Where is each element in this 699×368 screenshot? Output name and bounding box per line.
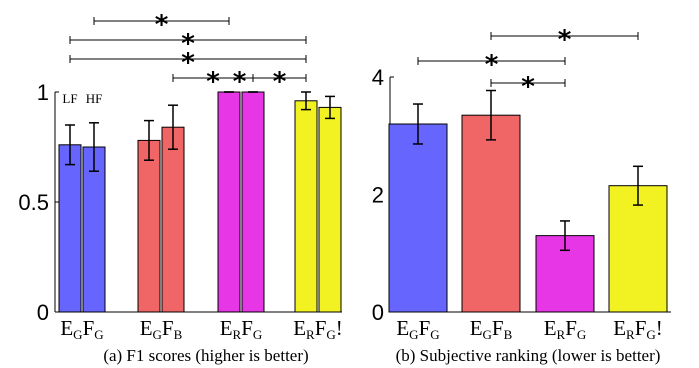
panel-b-category-label-main2: F	[635, 316, 647, 340]
panel-a-bar-label-hf: HF	[86, 91, 103, 106]
panel-a-error-bar	[89, 122, 99, 172]
panel-a-error-bar	[301, 91, 311, 111]
panel-a-category-label-main1: E	[60, 316, 73, 340]
panel-a-bar	[217, 91, 241, 313]
panel-a-ytick-label: 0	[37, 300, 49, 325]
panel-a-bar	[294, 100, 318, 313]
panel-a-error-bar	[325, 95, 335, 120]
panel-b-error-bar	[486, 89, 496, 141]
panel-b-category-label: EGFB	[470, 316, 513, 342]
panel-a-significance-bracket-star: *	[181, 48, 195, 78]
panel-b-bar	[388, 123, 448, 313]
panel-b-ytick-label: 0	[372, 300, 384, 325]
panel-a-significance-bracket-star: *	[155, 10, 169, 40]
panel-a-category-label-main2: F	[241, 316, 253, 340]
panel-a-ytick-label: 1	[37, 80, 49, 105]
panel-b-category-label: ERFG!	[613, 316, 663, 342]
panel-b-category-label-sub2: G	[646, 327, 655, 342]
panel-b-category-label-main1: E	[396, 316, 409, 340]
panel-b-category-label-main2: F	[419, 316, 431, 340]
panel-b-error-bar	[413, 103, 423, 145]
panel-a-error-bar	[168, 104, 178, 150]
panel-b-significance-bracket-star: *	[485, 50, 499, 80]
panel-a-bar	[318, 106, 342, 313]
panel-a-category-label-suffix: !	[336, 316, 343, 340]
panel-b-category-label-sub1: G	[483, 327, 492, 342]
panel-b-category-label-main1: E	[613, 316, 626, 340]
panel-b-significance-bracket-star: *	[521, 72, 535, 102]
panel-b-category-label-sub1: G	[409, 327, 418, 342]
panel-a-category-label: ERFG!	[293, 316, 343, 342]
panel-b-ytick-label: 4	[372, 65, 384, 90]
panel-a-category-label-main2: F	[315, 316, 327, 340]
panel-b-category-label-sub1: R	[626, 327, 635, 342]
panel-a-error-bar	[65, 124, 75, 166]
panel-a-significance-bracket: *	[93, 10, 230, 40]
panel-a-category-label: EGFG	[60, 316, 103, 342]
panel-a-significance-bracket: *	[172, 67, 254, 97]
panel-a-category-label-main1: E	[293, 316, 306, 340]
panel-a-category-label-main2: F	[83, 316, 95, 340]
panel-a-category-label: EGFB	[140, 316, 183, 342]
panel-a-category-label-sub2: B	[174, 327, 183, 342]
panel-a-category-label-sub1: G	[73, 327, 82, 342]
panel-a-category-label-main1: E	[140, 316, 153, 340]
panel-b-category-label-suffix: !	[656, 316, 663, 340]
panel-a-significance-bracket: *	[69, 48, 307, 78]
panel-b-category-label-sub2: B	[504, 327, 513, 342]
panel-a-bar	[241, 91, 265, 313]
panel-b-category-label-main1: E	[544, 316, 557, 340]
panel-a-category-label-sub1: G	[153, 327, 162, 342]
panel-a-category-label-sub2: G	[94, 327, 103, 342]
panel-b-bar	[461, 114, 521, 313]
panel-a-caption: (a) F1 scores (higher is better)	[103, 346, 308, 365]
panel-a-category-label-sub1: R	[306, 327, 315, 342]
panel-b-category-label-sub1: R	[557, 327, 566, 342]
panel-b-category-label-sub2: G	[577, 327, 586, 342]
panel-a-category-label-main1: E	[220, 316, 233, 340]
panel-b-category-label: ERFG	[544, 316, 587, 342]
panel-a-category-label-sub2: G	[326, 327, 335, 342]
panel-b-category-label-main2: F	[565, 316, 577, 340]
panel-a-bar-label-lf: LF	[62, 91, 77, 106]
panel-b-category-label-main1: E	[470, 316, 483, 340]
panel-b-ytick-label: 2	[372, 183, 384, 208]
panel-a-significance-bracket-star: *	[233, 67, 247, 97]
panel-a-error-bar	[144, 119, 154, 161]
panel-b-significance-bracket-star: *	[558, 25, 572, 55]
panel-a-f1-scores: (a) F1 scores (higher is better) 00.51EG…	[18, 10, 342, 365]
panel-b-category-label: EGFG	[396, 316, 439, 342]
panel-a-significance-bracket-star: *	[206, 67, 220, 97]
panel-a-bar	[161, 126, 185, 313]
panel-a-bar	[137, 139, 161, 313]
panel-b-subjective-ranking: (b) Subjective ranking (lower is better)…	[372, 25, 671, 365]
panel-b-caption: (b) Subjective ranking (lower is better)	[396, 346, 661, 365]
panel-b-significance-bracket: *	[417, 50, 566, 80]
panel-a-significance-bracket: *	[69, 29, 307, 59]
panel-b-error-bar	[633, 165, 643, 206]
panel-a-category-label-sub1: R	[233, 327, 242, 342]
panel-a-category-label-main2: F	[162, 316, 174, 340]
panel-b-category-label-sub2: G	[430, 327, 439, 342]
panel-a-significance-bracket-star: *	[181, 29, 195, 59]
panel-b-category-label-main2: F	[492, 316, 504, 340]
panel-a-bar	[58, 144, 82, 313]
panel-a-significance-bracket: *	[252, 67, 307, 97]
panel-a-significance-bracket-star: *	[273, 67, 287, 97]
panel-b-significance-bracket: *	[490, 25, 639, 55]
panel-a-category-label-sub2: G	[253, 327, 262, 342]
panel-b-significance-bracket: *	[490, 72, 566, 102]
panel-a-category-label: ERFG	[220, 316, 263, 342]
panel-b-error-bar	[560, 220, 570, 252]
panel-a-ytick-label: 0.5	[18, 190, 49, 215]
